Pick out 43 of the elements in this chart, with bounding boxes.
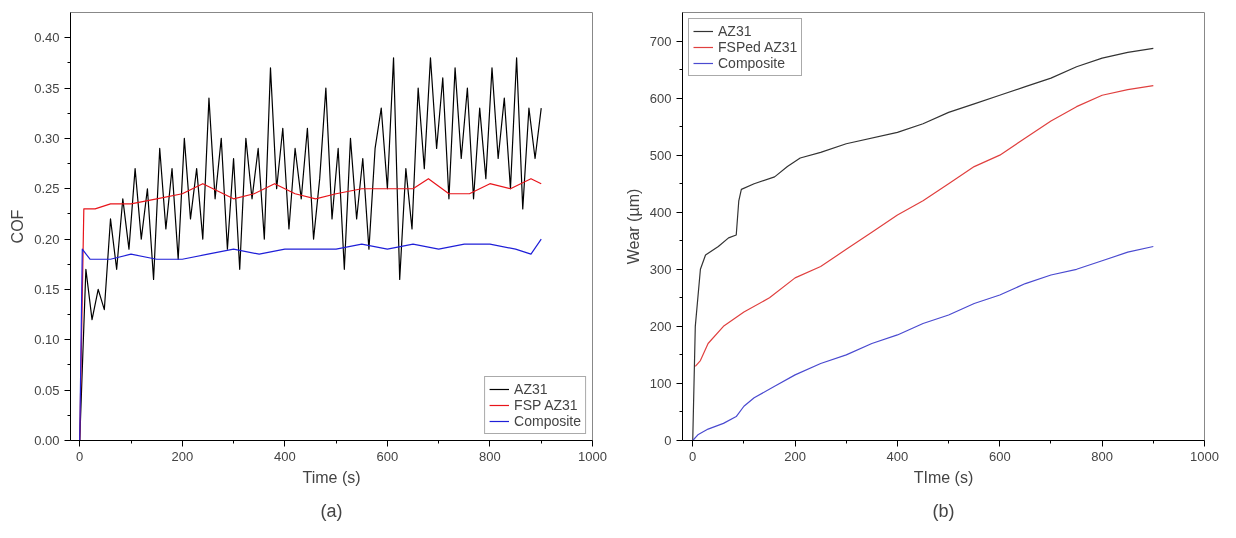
x-tick-label: 400 <box>273 448 296 464</box>
x-tick-label: 600 <box>988 448 1011 464</box>
y-tick-label: 0.30 <box>34 130 60 146</box>
legend-label: AZ31 <box>514 381 548 397</box>
x-tick-label: 800 <box>479 448 501 464</box>
y-tick-label: 300 <box>649 261 672 277</box>
line-series <box>692 245 1154 441</box>
line-series <box>694 84 1154 367</box>
x-tick-label: 600 <box>376 448 399 464</box>
y-tick-label: 0.25 <box>34 181 60 197</box>
y-tick-label: 200 <box>649 318 672 334</box>
x-tick-label: 1000 <box>1190 448 1219 464</box>
y-axis-title: COF <box>9 209 27 244</box>
y-tick-label: 600 <box>649 90 672 106</box>
x-tick-label: 0 <box>76 448 84 464</box>
legend-label: AZ31 <box>718 23 752 39</box>
x-axis-title: Time (s) <box>302 468 361 486</box>
y-tick-label: 0 <box>664 433 672 448</box>
y-axis-title: Wear (µm) <box>624 188 642 265</box>
legend-label: FSP AZ31 <box>514 397 578 413</box>
legend-label: FSPed AZ31 <box>718 39 798 55</box>
legend-label: Composite <box>718 55 785 71</box>
x-axis-title: TIme (s) <box>913 468 974 486</box>
y-tick-label: 0.10 <box>34 332 60 348</box>
x-tick-label: 1000 <box>578 448 607 464</box>
x-tick-label: 200 <box>171 448 194 464</box>
x-tick-label: 800 <box>1091 448 1114 464</box>
y-tick-label: 500 <box>649 147 672 163</box>
y-tick-label: 400 <box>649 204 672 220</box>
text: (b) <box>932 500 955 521</box>
x-tick-label: 400 <box>886 448 909 464</box>
y-tick-label: 100 <box>649 375 672 391</box>
x-tick-label: 0 <box>689 448 697 464</box>
legend-label: Composite <box>514 413 581 429</box>
y-tick-label: 0.35 <box>34 80 60 96</box>
y-tick-label: 0.00 <box>34 433 60 448</box>
y-tick-label: 700 <box>649 33 672 49</box>
y-tick-label: 0.20 <box>34 231 60 247</box>
text: (a) <box>320 500 343 521</box>
y-tick-label: 0.40 <box>34 30 60 46</box>
y-tick-label: 0.05 <box>34 382 60 398</box>
x-tick-label: 200 <box>784 448 806 464</box>
y-tick-label: 0.15 <box>34 281 60 297</box>
